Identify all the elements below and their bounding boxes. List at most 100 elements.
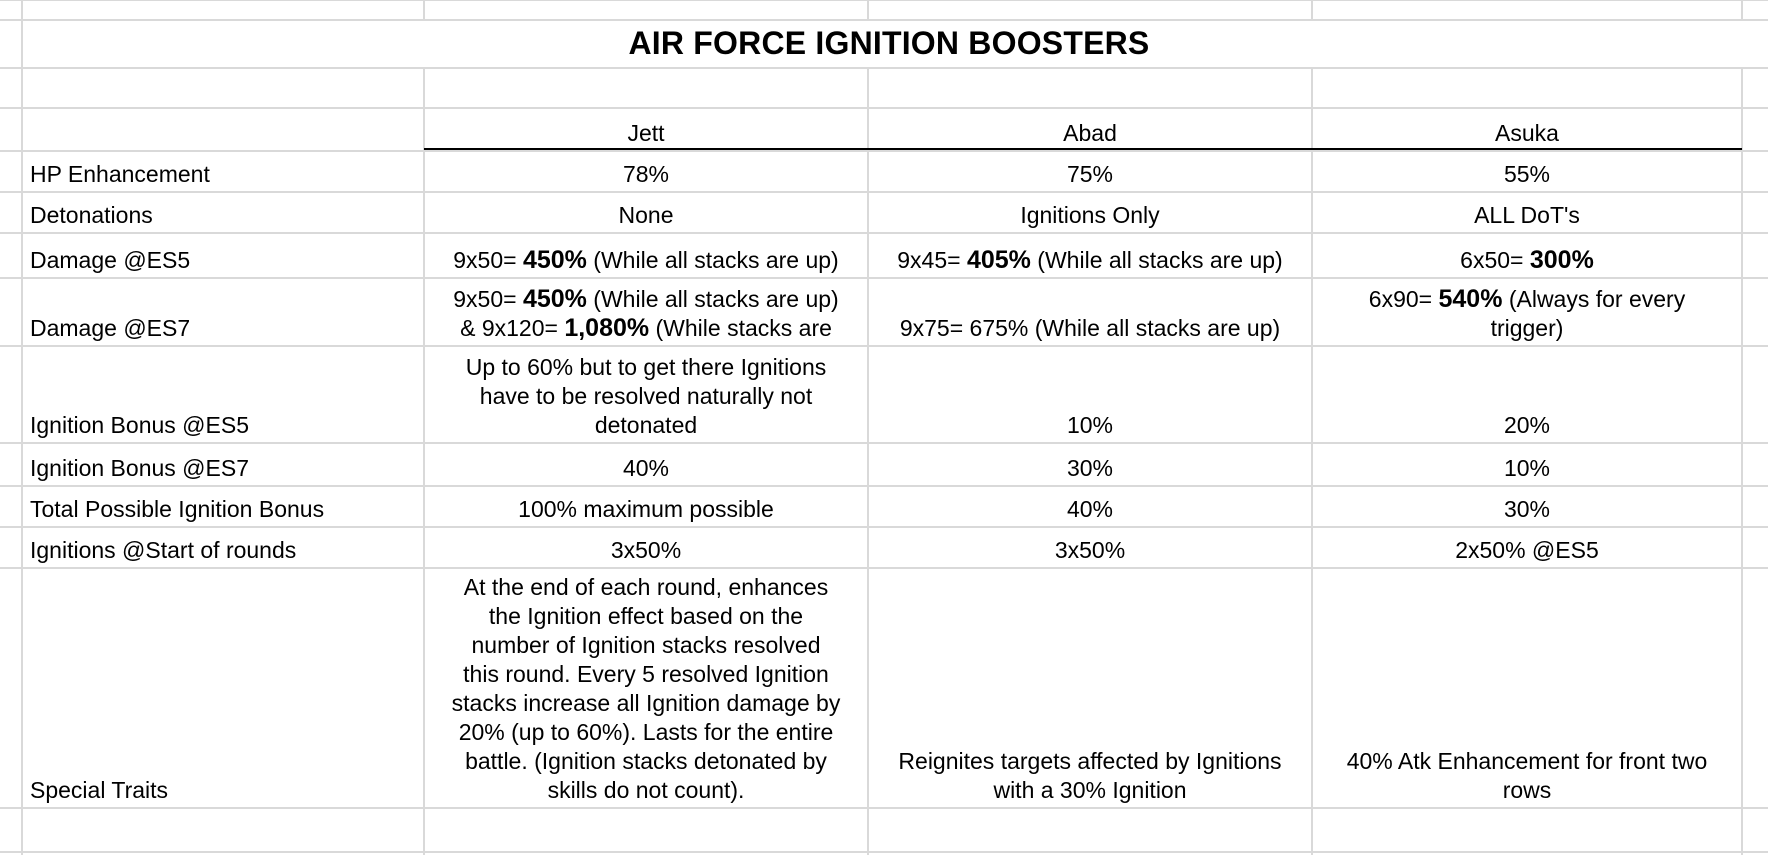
cell-line: 20% (up to 60%). Lasts for the entire — [459, 718, 834, 747]
cell-line: 10% — [1067, 411, 1113, 440]
row-label: Ignitions @Start of rounds — [30, 537, 297, 563]
cell-text: 3x50% — [1054, 537, 1126, 563]
cell-text: 40% — [1066, 496, 1114, 522]
cell-line: At the end of each round, enhances — [464, 573, 828, 602]
cell-text: 100% maximum possible — [518, 496, 774, 522]
cell-text: & 9x120= — [460, 315, 565, 341]
cell-text: (While all stacks are up) — [1030, 247, 1283, 273]
cell-text: battle. (Ignition stacks detonated by — [465, 748, 827, 774]
table-cell-abad: 30% — [868, 443, 1312, 486]
header-bottom-border — [424, 148, 1742, 150]
cell-line: detonated — [595, 411, 697, 440]
table-cell-asuka: ALL DoT's — [1312, 192, 1742, 233]
table-cell-asuka: 40% Atk Enhancement for front two rows — [1312, 568, 1742, 808]
grid-col-line — [423, 0, 425, 20]
cell-line: 100% maximum possible — [518, 495, 774, 524]
grid-col-line — [1311, 68, 1313, 855]
column-header-abad: Abad — [1063, 120, 1117, 146]
table-cell-asuka: 30% — [1312, 486, 1742, 527]
grid-col-line — [423, 68, 425, 855]
grid-row-line — [0, 0, 1768, 1]
cell-text: (While stacks are — [649, 315, 832, 341]
bold-value: 450% — [522, 285, 587, 313]
table-cell-asuka: 10% — [1312, 443, 1742, 486]
row-label: Total Possible Ignition Bonus — [30, 496, 325, 522]
grid-col-line — [1311, 0, 1313, 20]
cell-line: Up to 60% but to get there Ignitions — [466, 353, 827, 382]
row-label: HP Enhancement — [30, 161, 210, 187]
bold-value: 405% — [966, 246, 1031, 274]
cell-text: Up to 60% but to get there Ignitions — [465, 354, 827, 380]
cell-text: 9x50= — [453, 247, 523, 273]
grid-row-line — [0, 277, 1768, 279]
cell-text: At the end of each round, enhances — [463, 574, 829, 600]
grid-row-line — [0, 567, 1768, 569]
grid-row-line — [0, 526, 1768, 528]
row-label: Ignition Bonus @ES5 — [30, 412, 249, 438]
cell-line: 9x75= 675% (While all stacks are up) — [900, 314, 1280, 343]
cell-text: 40% — [622, 455, 670, 481]
cell-text: 20% — [1503, 412, 1551, 438]
cell-line: this round. Every 5 resolved Ignition — [463, 660, 829, 689]
cell-text: have to be resolved naturally not — [479, 383, 813, 409]
cell-line: 9x50= 450% (While all stacks are up) — [453, 285, 838, 314]
grid-row-line — [0, 442, 1768, 444]
table-cell-jett: 78% — [424, 151, 868, 192]
table-cell-abad: 3x50% — [868, 527, 1312, 568]
grid-row-line — [0, 851, 1768, 853]
cell-line: 10% — [1504, 454, 1550, 483]
grid-col-line — [1741, 0, 1743, 20]
cell-text: 20% (up to 60%). Lasts for the entire — [458, 719, 834, 745]
column-header-asuka: Asuka — [1495, 120, 1559, 146]
cell-line: 78% — [623, 160, 669, 189]
cell-line: Reignites targets affected by Ignitions — [898, 747, 1281, 776]
cell-line: 55% — [1504, 160, 1550, 189]
bold-value: 450% — [522, 246, 587, 274]
grid-row-line — [0, 19, 1768, 21]
cell-line: 30% — [1504, 495, 1550, 524]
table-cell-abad: 75% — [868, 151, 1312, 192]
table-cell-jett: 3x50% — [424, 527, 868, 568]
table-cell-asuka: 55% — [1312, 151, 1742, 192]
cell-line: ALL DoT's — [1474, 201, 1580, 230]
cell-text: ALL DoT's — [1474, 202, 1580, 228]
table-cell-abad: Reignites targets affected by Ignitions w… — [868, 568, 1312, 808]
cell-line: the Ignition effect based on the — [489, 602, 803, 631]
bold-value: 1,080% — [564, 314, 650, 342]
column-header-jett: Jett — [627, 120, 665, 146]
table-cell-abad: Ignitions Only — [868, 192, 1312, 233]
table-cell-jett: Up to 60% but to get there Ignitions have… — [424, 346, 868, 443]
table-cell-asuka: 6x50= 300% — [1312, 233, 1742, 278]
grid-row-line — [0, 107, 1768, 109]
cell-line: 40% — [1067, 495, 1113, 524]
cell-text: 2x50% @ES5 — [1455, 537, 1599, 563]
cell-text: detonated — [594, 412, 698, 438]
cell-text: 75% — [1066, 161, 1114, 187]
cell-text: 78% — [622, 161, 670, 187]
grid-col-line — [21, 0, 23, 855]
table-cell-abad: 40% — [868, 486, 1312, 527]
cell-text: this round. Every 5 resolved Ignition — [463, 661, 829, 687]
bold-value: 540% — [1438, 285, 1503, 313]
grid-row-line — [0, 807, 1768, 809]
cell-text: 6x90= — [1368, 286, 1439, 312]
table-cell-jett: None — [424, 192, 868, 233]
cell-text: 30% — [1503, 496, 1551, 522]
row-label: Damage @ES5 — [30, 247, 191, 273]
grid-row-line — [0, 485, 1768, 487]
table-cell-jett: 9x50= 450% (While all stacks are up) — [424, 233, 868, 278]
cell-line: 75% — [1067, 160, 1113, 189]
cell-text: 6x50= — [1460, 247, 1530, 273]
cell-text: the Ignition effect based on the — [488, 603, 804, 629]
cell-line: & 9x120= 1,080% (While stacks are — [460, 314, 832, 343]
cell-text: number of Ignition stacks resolved — [471, 632, 821, 658]
row-label: Special Traits — [30, 777, 169, 803]
cell-text: trigger) — [1490, 315, 1564, 341]
grid-col-line — [1741, 68, 1743, 855]
grid-row-line — [0, 191, 1768, 193]
bold-value: 300% — [1529, 246, 1594, 274]
cell-text: (Always for every — [1502, 286, 1686, 312]
cell-line: rows — [1503, 776, 1552, 805]
cell-text: 30% — [1066, 455, 1114, 481]
